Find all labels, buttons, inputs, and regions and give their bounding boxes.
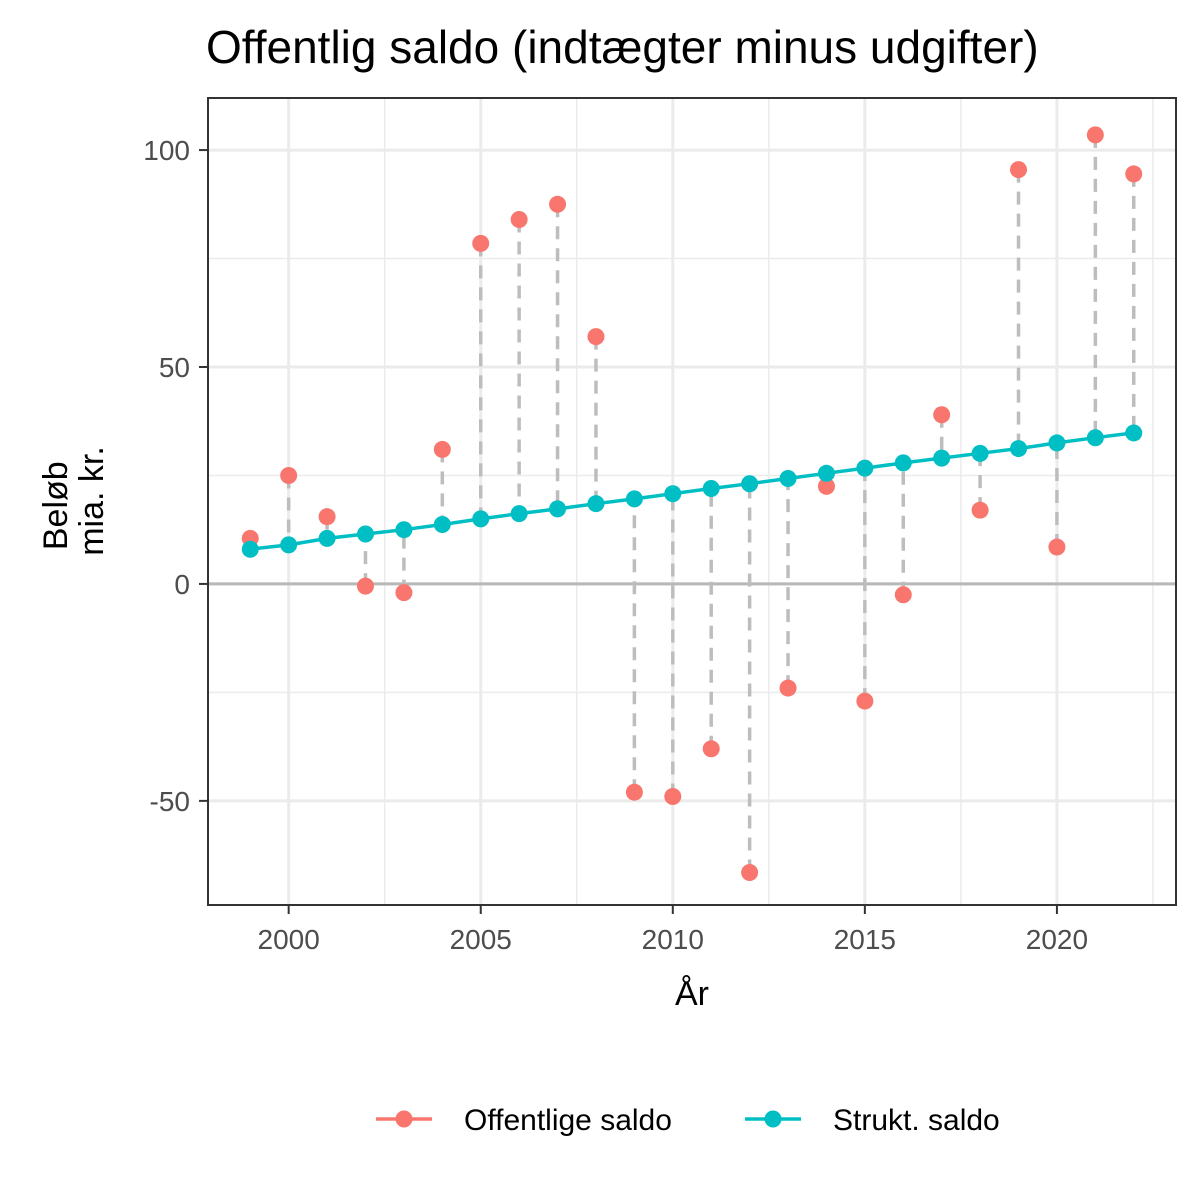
strukt-saldo-point	[625, 490, 643, 508]
strukt-saldo-point	[395, 521, 413, 539]
strukt-saldo-point	[472, 510, 490, 528]
offentlige-saldo-point	[395, 584, 413, 602]
x-tick-label: 2000	[258, 924, 320, 955]
offentlige-saldo-point	[1048, 538, 1066, 556]
panel-border	[207, 97, 1177, 906]
offentlige-saldo-point	[894, 586, 912, 604]
strukt-saldo-point	[356, 525, 374, 543]
offentlige-saldo-point	[971, 501, 989, 519]
strukt-saldo-point	[549, 500, 567, 518]
strukt-saldo-point	[856, 459, 874, 477]
minor-gridlines	[208, 98, 1176, 905]
legend-marker	[764, 1110, 782, 1128]
offentlige-saldo-point	[817, 477, 835, 495]
strukt-saldo-point	[1086, 429, 1104, 447]
offentlige-saldo-point	[856, 692, 874, 710]
legend: Offentlige saldo Strukt. saldo	[376, 1104, 1000, 1137]
offentlige-saldo-point	[1125, 165, 1143, 183]
y-tick-label: 50	[159, 352, 190, 383]
strukt-saldo-point	[318, 529, 336, 547]
offentlige-saldo-point	[664, 788, 682, 806]
x-tick-label: 2015	[834, 924, 896, 955]
y-axis-title: Beløb mia. kr.	[37, 446, 111, 556]
offentlige-saldo-point	[510, 210, 528, 228]
y-axis: -50 0 50 100	[143, 135, 208, 817]
offentlige-saldo-point	[433, 440, 451, 458]
strukt-saldo-point	[933, 449, 951, 467]
offentlige-saldo-point	[280, 466, 298, 484]
strukt-saldo-point	[894, 454, 912, 472]
strukt-saldo-point	[1048, 434, 1066, 452]
panel-background	[208, 98, 1176, 905]
strukt-saldo-point	[741, 475, 759, 493]
strukt-saldo-point	[241, 540, 259, 558]
legend-label: Offentlige saldo	[464, 1104, 672, 1137]
gap-lines	[248, 134, 1136, 873]
strukt-saldo-point	[280, 536, 298, 554]
y-axis-title-line-1: Beløb	[37, 461, 75, 550]
x-axis-title: År	[675, 975, 709, 1013]
plot-panel	[207, 97, 1177, 906]
legend-marker	[395, 1110, 413, 1128]
offentlige-saldo-point	[779, 679, 797, 697]
y-tick-label: 0	[174, 569, 190, 600]
y-tick-label: -50	[150, 786, 190, 817]
offentlige-saldo-point	[587, 328, 605, 346]
offentlige-saldo-point	[741, 863, 759, 881]
offentlige-saldo-point	[1010, 161, 1028, 179]
chart-title: Offentlig saldo (indtægter minus udgifte…	[206, 21, 1039, 73]
y-axis-title-line-2: mia. kr.	[73, 446, 111, 556]
strukt-saldo-point	[433, 515, 451, 533]
offentlige-saldo-point	[472, 234, 490, 252]
x-tick-label: 2010	[642, 924, 704, 955]
x-tick-label: 2020	[1026, 924, 1088, 955]
strukt-saldo-point	[817, 464, 835, 482]
offentlige-saldo-point	[549, 195, 567, 213]
offentlige-saldo-point	[702, 740, 720, 758]
offentlige-saldo-point	[318, 508, 336, 526]
strukt-saldo-point	[779, 470, 797, 488]
offentlige-saldo-point	[1086, 126, 1104, 144]
strukt-saldo-point	[510, 505, 528, 523]
strukt-saldo-point	[702, 479, 720, 497]
strukt-saldo-point	[587, 495, 605, 513]
x-axis: 2000 2005 2010 2015 2020	[258, 905, 1088, 955]
strukt-saldo-point	[1125, 424, 1143, 442]
strukt-saldo-point	[971, 444, 989, 462]
offentlige-saldo-point	[625, 783, 643, 801]
y-tick-label: 100	[143, 135, 190, 166]
strukt-saldo-point	[1010, 440, 1028, 458]
legend-label: Strukt. saldo	[833, 1104, 1000, 1137]
x-tick-label: 2005	[450, 924, 512, 955]
offentlige-saldo-point	[933, 406, 951, 424]
offentlige-saldo-point	[356, 577, 374, 595]
series-points	[241, 126, 1143, 881]
strukt-saldo-point	[664, 485, 682, 503]
